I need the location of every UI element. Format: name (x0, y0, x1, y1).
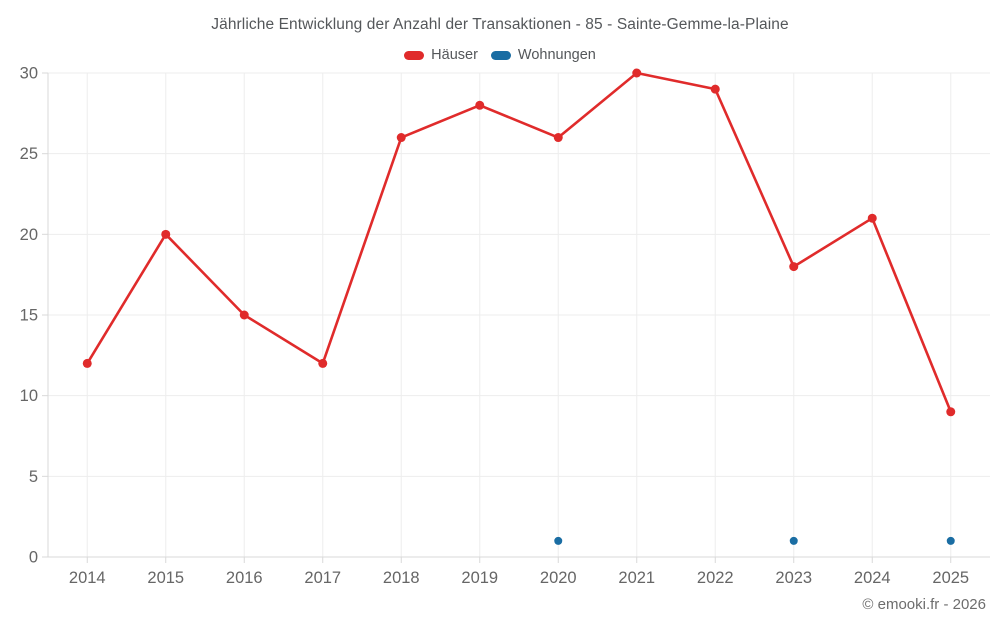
data-point-haeuser[interactable] (82, 358, 92, 368)
data-point-wohnungen[interactable] (554, 536, 563, 545)
x-tick-label: 2014 (69, 569, 106, 587)
y-tick-label: 20 (20, 226, 38, 244)
data-point-haeuser[interactable] (239, 310, 249, 320)
data-point-haeuser[interactable] (946, 407, 956, 417)
data-point-haeuser[interactable] (475, 100, 485, 110)
data-point-haeuser[interactable] (632, 68, 642, 78)
y-tick-label: 25 (20, 145, 38, 163)
x-tick-label: 2025 (932, 569, 969, 587)
legend-label-haeuser: Häuser (431, 47, 478, 63)
data-point-wohnungen[interactable] (789, 536, 798, 545)
legend-item-wohnungen[interactable]: Wohnungen (490, 47, 596, 63)
x-tick-label: 2022 (697, 569, 734, 587)
copyright-text: © emooki.fr - 2026 (862, 596, 986, 613)
legend-swatch-haeuser (404, 50, 425, 60)
x-tick-label: 2015 (147, 569, 184, 587)
x-tick-label: 2017 (304, 569, 341, 587)
legend: Häuser Wohnungen (0, 47, 1000, 63)
data-point-haeuser[interactable] (161, 229, 171, 239)
y-tick-label: 30 (20, 65, 38, 83)
x-tick-label: 2024 (854, 569, 891, 587)
x-tick-label: 2020 (540, 569, 577, 587)
data-point-haeuser[interactable] (867, 213, 877, 223)
x-tick-label: 2016 (226, 569, 263, 587)
data-point-haeuser[interactable] (553, 133, 563, 143)
x-tick-label: 2019 (461, 569, 498, 587)
series-line-haeuser (85, 71, 953, 414)
y-tick-label: 10 (20, 387, 38, 405)
data-point-wohnungen[interactable] (946, 536, 955, 545)
x-tick-label: 2023 (775, 569, 812, 587)
y-tick-label: 5 (29, 468, 38, 486)
legend-swatch-wohnungen (490, 50, 511, 60)
legend-label-wohnungen: Wohnungen (517, 47, 596, 63)
legend-item-haeuser[interactable]: Häuser (404, 47, 478, 63)
data-point-haeuser[interactable] (318, 358, 328, 368)
data-point-haeuser[interactable] (710, 84, 720, 94)
chart-title: Jährliche Entwicklung der Anzahl der Tra… (211, 16, 789, 33)
data-point-haeuser[interactable] (789, 262, 799, 272)
y-tick-label: 15 (20, 307, 38, 325)
y-tick-label: 0 (29, 549, 38, 567)
x-tick-label: 2021 (618, 569, 655, 587)
x-tick-label: 2018 (383, 569, 420, 587)
data-point-haeuser[interactable] (396, 133, 406, 143)
